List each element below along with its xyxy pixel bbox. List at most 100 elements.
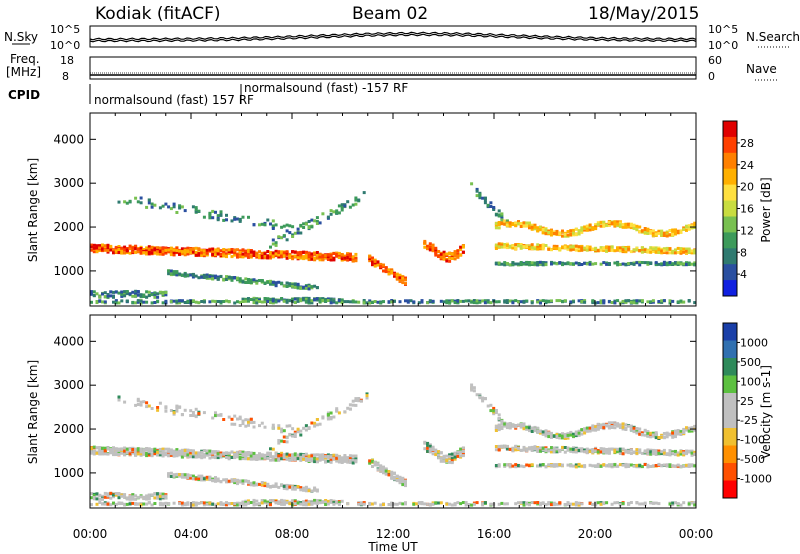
echo-cell <box>544 449 548 453</box>
echo-cell <box>252 278 256 282</box>
echo-cell <box>260 499 264 502</box>
echo-cell <box>227 250 231 254</box>
echo-cell <box>668 433 672 437</box>
echo-cell <box>266 297 270 301</box>
echo-cell <box>186 455 190 459</box>
echo-cell <box>285 487 289 491</box>
echo-cell <box>211 478 215 482</box>
y-tick-label: 1000 <box>53 466 84 480</box>
echo-cell <box>649 435 653 439</box>
echo-cell <box>627 225 631 229</box>
echo-cell <box>134 447 138 451</box>
echo-cell <box>112 248 115 252</box>
echo-cell <box>398 273 402 277</box>
echo-cell <box>594 464 598 468</box>
echo-cell <box>214 478 217 482</box>
echo-cell <box>191 414 195 417</box>
echo-cell <box>214 414 217 418</box>
echo-cell <box>511 446 515 450</box>
echo-cell <box>112 251 115 255</box>
echo-cell <box>307 300 311 304</box>
echo-cell <box>693 301 697 305</box>
echo-cell <box>114 453 118 457</box>
echo-cell <box>103 502 107 506</box>
echo-cell <box>172 202 176 206</box>
echo-cell <box>335 209 339 213</box>
echo-cell <box>274 454 278 458</box>
echo-cell <box>580 432 584 436</box>
echo-cell <box>497 222 501 226</box>
echo-cell <box>629 448 633 452</box>
echo-cell <box>640 261 644 264</box>
echo-cell <box>172 411 176 415</box>
echo-cell <box>671 431 675 435</box>
echo-cell <box>674 432 677 436</box>
echo-cell <box>343 454 347 457</box>
echo-cell <box>514 464 518 468</box>
echo-cell <box>508 224 512 228</box>
echo-cell <box>332 252 336 255</box>
echo-cell <box>428 299 432 303</box>
echo-cell <box>508 465 512 469</box>
echo-cell <box>382 269 385 273</box>
echo-cell <box>649 229 653 233</box>
echo-cell <box>315 297 319 301</box>
echo-cell <box>472 386 476 390</box>
echo-cell <box>674 261 677 265</box>
echo-cell <box>161 452 165 456</box>
echo-cell <box>544 299 548 303</box>
echo-cell <box>343 410 347 414</box>
echo-cell <box>448 252 452 256</box>
echo-cell <box>470 300 474 304</box>
echo-cell <box>202 455 206 459</box>
echo-cell <box>211 250 215 253</box>
echo-cell <box>461 454 465 458</box>
echo-cell <box>503 222 507 226</box>
echo-cell <box>90 496 93 500</box>
echo-cell <box>618 263 622 266</box>
echo-cell <box>475 194 479 198</box>
echo-cell <box>302 285 306 289</box>
echo-cell <box>318 501 322 505</box>
echo-cell <box>90 451 93 455</box>
echo-cell <box>106 492 110 496</box>
echo-cell <box>326 459 330 463</box>
echo-cell <box>574 233 578 237</box>
echo-cell <box>194 209 198 213</box>
echo-cell <box>142 452 146 456</box>
echo-cell <box>500 501 504 505</box>
echo-cell <box>156 252 160 256</box>
echo-cell <box>373 300 377 303</box>
echo-cell <box>219 300 223 304</box>
echo-cell <box>547 231 551 234</box>
echo-cell <box>503 263 507 267</box>
echo-cell <box>439 253 443 257</box>
colorbar-segment <box>723 264 737 281</box>
echo-cell <box>646 432 650 436</box>
echo-cell <box>307 489 311 493</box>
echo-cell <box>459 450 463 454</box>
echo-cell <box>202 252 206 256</box>
echo-cell <box>660 232 664 236</box>
echo-cell <box>668 251 672 255</box>
echo-cell <box>233 301 237 305</box>
echo-cell <box>390 476 394 480</box>
echo-cell <box>200 456 204 460</box>
echo-cell <box>128 244 132 248</box>
echo-cell <box>169 453 173 457</box>
echo-cell <box>222 218 226 222</box>
echo-cell <box>574 248 578 252</box>
echo-cell <box>288 453 292 457</box>
echo-cell <box>679 452 683 456</box>
echo-cell <box>208 214 212 218</box>
echo-cell <box>497 245 501 249</box>
echo-cell <box>676 300 680 304</box>
echo-cell <box>461 452 465 456</box>
echo-cell <box>475 501 479 505</box>
echo-cell <box>238 450 242 454</box>
echo-cell <box>445 459 449 463</box>
echo-cell <box>211 277 215 281</box>
echo-cell <box>299 299 303 303</box>
echo-cell <box>302 457 306 461</box>
echo-cell <box>572 447 575 451</box>
